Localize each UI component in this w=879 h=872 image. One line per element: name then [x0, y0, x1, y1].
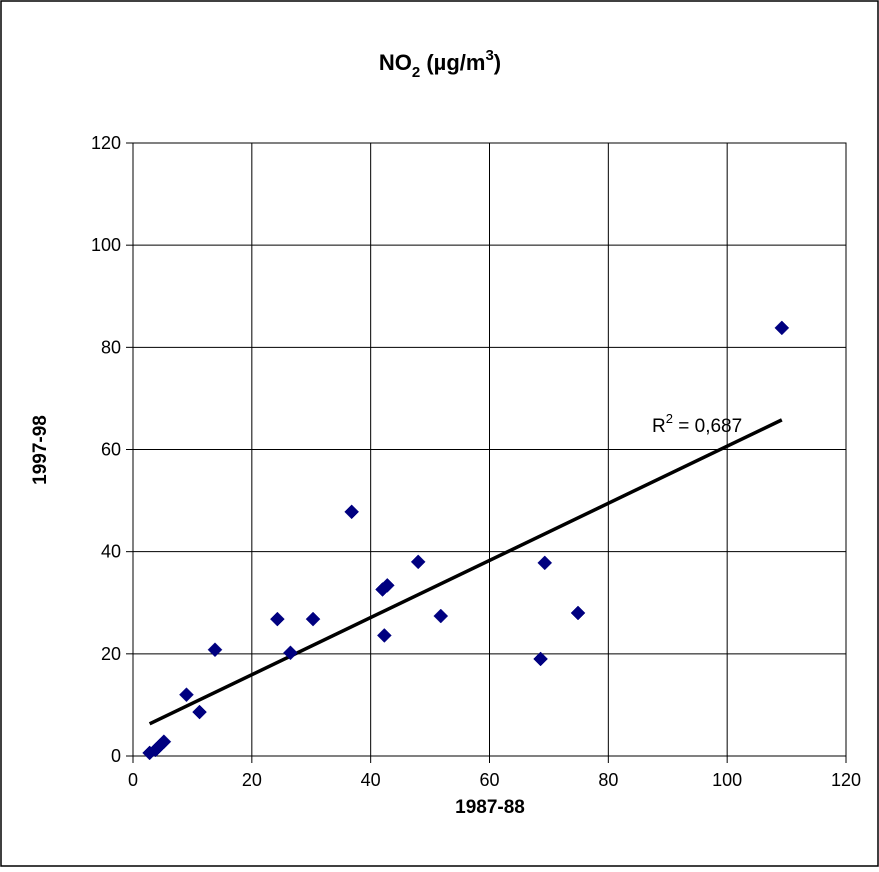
- data-point: [570, 605, 586, 621]
- data-points: [142, 320, 790, 761]
- data-point: [192, 704, 207, 720]
- data-point: [379, 578, 395, 593]
- y-tick-label: 120: [91, 133, 121, 153]
- data-point: [179, 687, 194, 703]
- x-tick-label: 100: [712, 770, 742, 790]
- r-squared-annotation: R2 = 0,687: [652, 411, 742, 437]
- x-tick-label: 40: [361, 770, 381, 790]
- y-tick-label: 0: [111, 746, 121, 766]
- y-tick-label: 20: [101, 644, 121, 664]
- data-point: [376, 628, 392, 643]
- data-point: [207, 642, 223, 658]
- trendline: [148, 418, 783, 726]
- gridlines: [133, 143, 846, 756]
- x-axis-title: 1987-88: [455, 797, 525, 818]
- data-point: [410, 554, 426, 570]
- x-tick-label: 60: [479, 770, 499, 790]
- data-point: [774, 320, 790, 336]
- y-tick-label: 80: [101, 337, 121, 357]
- x-tick-label: 80: [598, 770, 618, 790]
- chart-title: NO2 (µg/m3): [379, 47, 501, 81]
- data-point: [305, 611, 321, 627]
- x-tick-label: 0: [128, 770, 138, 790]
- x-tick-label: 20: [242, 770, 262, 790]
- y-tick-label: 60: [101, 440, 121, 460]
- data-point: [344, 504, 360, 520]
- data-point: [156, 734, 172, 750]
- y-tick-label: 40: [101, 542, 121, 562]
- y-axis-ticks: 0 20 40 60 80 100 120: [91, 133, 133, 766]
- data-point: [270, 611, 285, 627]
- y-axis-title: 1997-98: [30, 415, 51, 485]
- data-point: [537, 555, 553, 571]
- data-point: [283, 645, 298, 661]
- data-point: [433, 608, 449, 624]
- x-axis-ticks: 0 20 40 60 80 100 120: [128, 756, 861, 790]
- trendline-group: [148, 418, 783, 726]
- y-tick-label: 100: [91, 235, 121, 255]
- data-point: [533, 651, 548, 667]
- x-tick-label: 120: [831, 770, 861, 790]
